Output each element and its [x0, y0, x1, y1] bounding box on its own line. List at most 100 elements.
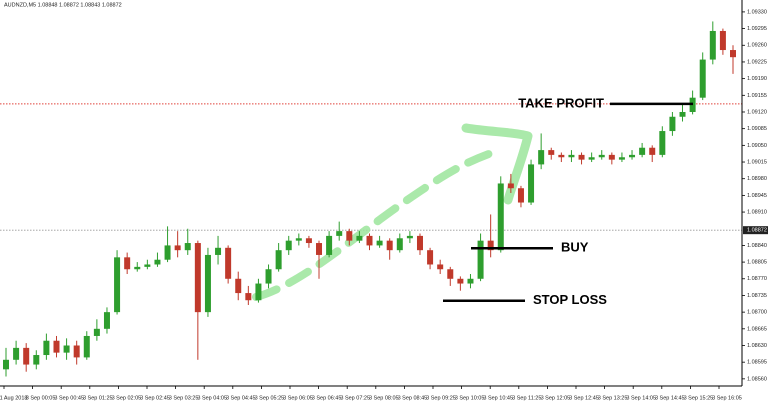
x-tick-label: 3 Sep 11:25: [512, 395, 541, 401]
candle-body: [3, 359, 9, 370]
candle-body: [235, 278, 242, 294]
x-tick-label: 3 Sep 10:45: [483, 395, 513, 401]
candle-body: [578, 154, 585, 160]
x-tick-label: 3 Sep 09:25: [426, 395, 456, 401]
candle-body: [659, 131, 666, 155]
y-tick-label: 1.09260: [747, 43, 767, 49]
x-tick-label: 3 Sep 03:25: [169, 395, 199, 401]
y-tick-label: 1.09120: [747, 109, 767, 115]
x-tick-label: 3 Sep 04:05: [197, 395, 227, 401]
candle-body: [427, 250, 434, 265]
candle-body: [225, 247, 232, 279]
x-tick-label: 3 Sep 04:45: [226, 395, 256, 401]
y-tick-label: 1.08700: [747, 310, 767, 316]
x-tick-label: 3 Sep 14:05: [626, 395, 656, 401]
candle-body: [386, 240, 393, 251]
candle-body: [457, 278, 464, 284]
chart-title: AUDNZD,M5 1.08848 1.08872 1.08843 1.0887…: [4, 2, 122, 8]
candle-body: [376, 240, 383, 246]
candle-body: [154, 259, 161, 265]
candle-body: [124, 257, 131, 270]
candle-body: [336, 231, 343, 236]
y-tick-label: 1.09295: [747, 26, 767, 32]
arrow-head: [461, 123, 533, 205]
candle-body: [326, 235, 333, 255]
candle-body: [255, 283, 262, 301]
y-tick-label: 1.09190: [747, 76, 767, 82]
candle-body: [43, 340, 50, 356]
candle-body: [679, 111, 686, 117]
y-tick-label: 1.09225: [747, 59, 767, 65]
candle-body: [588, 157, 595, 160]
y-tick-label: 1.08980: [747, 176, 767, 182]
candle-body: [608, 154, 615, 160]
candle-body: [416, 235, 423, 251]
candle-body: [528, 164, 535, 203]
candles: [3, 21, 736, 377]
x-tick-label: 3 Sep 16:05: [712, 395, 742, 401]
x-tick-label: 3 Sep 05:25: [255, 395, 285, 401]
candle-body: [548, 150, 555, 155]
candle-body: [194, 243, 201, 313]
candle-body: [598, 154, 605, 158]
candle-body: [699, 59, 706, 98]
candle-body: [73, 345, 80, 358]
x-tick-label: 3 Sep 08:05: [369, 395, 399, 401]
candle-body: [33, 355, 40, 365]
x-tick-label: 3 Sep 14:45: [655, 395, 685, 401]
candle-body: [295, 238, 302, 241]
candle-body: [396, 238, 403, 251]
level-label: STOP LOSS: [533, 292, 607, 307]
candle-body: [477, 240, 484, 279]
y-tick-label: 1.08910: [747, 210, 767, 216]
candle-body: [517, 188, 524, 203]
y-tick-label: 1.09330: [747, 9, 767, 15]
x-tick-label: 3 Sep 08:45: [398, 395, 428, 401]
level-label: BUY: [561, 240, 589, 255]
take-profit-label: TAKE PROFIT: [518, 95, 604, 110]
candle-body: [507, 183, 514, 189]
candle-body: [558, 154, 565, 158]
candle-body: [649, 147, 656, 155]
candle-body: [437, 264, 444, 270]
candle-body: [114, 257, 121, 313]
candle-body: [639, 147, 646, 155]
candle-body: [134, 266, 141, 270]
candle-body: [53, 340, 60, 353]
y-tick-label: 1.08630: [747, 343, 767, 349]
x-tick-label: 3 Sep 10:05: [455, 395, 485, 401]
candle-body: [245, 293, 252, 301]
candle-body: [174, 245, 181, 251]
y-tick-label: 1.09085: [747, 126, 767, 132]
y-tick-label: 1.08805: [747, 260, 767, 266]
y-tick-label: 1.08560: [747, 376, 767, 382]
x-tick-label: 3 Sep 15:25: [684, 395, 714, 401]
x-tick-label: 3 Sep 01:25: [83, 395, 113, 401]
candle-body: [356, 235, 363, 241]
y-tick-label: 1.09015: [747, 159, 767, 165]
candle-body: [93, 328, 100, 336]
candle-body: [204, 254, 211, 313]
candle-body: [275, 250, 282, 270]
y-tick-label: 1.08735: [747, 293, 767, 299]
x-tick-label: 31 Aug 2018: [0, 395, 27, 401]
candle-body: [447, 269, 454, 279]
candle-body: [13, 347, 20, 360]
candle-body: [164, 245, 171, 260]
current-price-box: [743, 226, 768, 235]
candle-body: [538, 150, 545, 165]
y-tick-label: 1.08665: [747, 326, 767, 332]
candle-body: [467, 278, 474, 284]
candle-body: [103, 312, 110, 329]
candle-body: [144, 264, 151, 267]
x-tick-label: 3 Sep 13:25: [598, 395, 628, 401]
candle-body: [406, 235, 413, 239]
y-tick-label: 1.08945: [747, 193, 767, 199]
candle-body: [285, 240, 292, 251]
candle-body: [215, 247, 222, 255]
y-tick-label: 1.08840: [747, 243, 767, 249]
candle-body: [669, 116, 676, 132]
x-tick-label: 3 Sep 02:45: [140, 395, 170, 401]
